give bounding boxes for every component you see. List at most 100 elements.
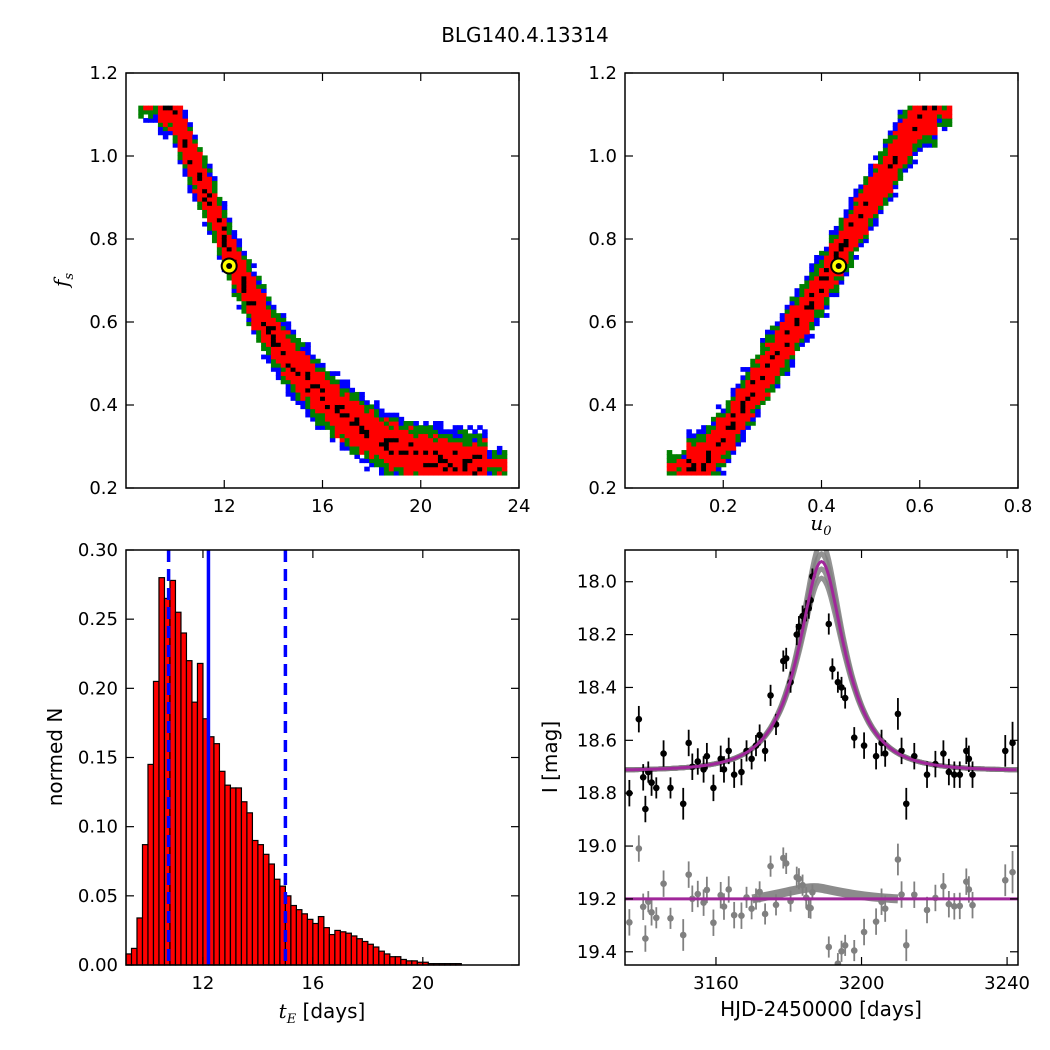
heatmap-cell — [696, 458, 702, 464]
heatmap-cell — [275, 329, 282, 335]
heatmap-cell — [838, 279, 845, 285]
heatmap-cell — [138, 105, 144, 111]
heatmap-cell — [315, 379, 321, 385]
heatmap-cell — [848, 217, 855, 223]
heatmap-cell — [378, 445, 385, 451]
heatmap-cell — [487, 458, 493, 464]
heatmap-cell — [177, 159, 184, 165]
heatmap-cell — [211, 180, 218, 186]
heatmap-cell — [202, 221, 208, 227]
heatmap-cell — [266, 296, 272, 302]
heatmap-cell — [715, 458, 722, 464]
y-tick-label: 1.0 — [588, 146, 617, 167]
heatmap-cell — [374, 416, 380, 422]
histogram-bar — [246, 812, 254, 966]
histogram-bar — [345, 932, 352, 966]
heatmap-cell — [804, 317, 810, 322]
heatmap-cell — [848, 225, 855, 231]
heatmap-cell — [334, 379, 341, 385]
heatmap-cell — [868, 201, 874, 206]
heatmap-cell — [853, 201, 859, 206]
heatmap-cell — [418, 437, 424, 443]
heatmap-cell — [912, 109, 918, 115]
heatmap-cell — [666, 462, 673, 468]
heatmap-cell — [715, 404, 722, 410]
heatmap-cell — [261, 354, 267, 360]
heatmap-cell — [388, 470, 395, 476]
heatmap-cell — [305, 350, 311, 356]
heatmap-cell — [774, 375, 781, 381]
heatmap-cell — [477, 462, 483, 468]
heatmap-cell — [295, 400, 301, 405]
heatmap-cell — [275, 362, 282, 368]
heatmap-cell — [334, 408, 341, 414]
heatmap-cell — [231, 250, 238, 256]
heatmap-cell — [187, 142, 193, 148]
heatmap-cell — [843, 209, 850, 215]
heatmap-cell — [882, 176, 889, 181]
heatmap-cell — [735, 383, 742, 389]
heatmap-cell — [774, 358, 781, 364]
heatmap-cell — [730, 400, 737, 405]
heatmap-cell — [882, 138, 889, 144]
heatmap-cell — [216, 196, 223, 202]
heatmap-cell — [388, 437, 395, 443]
heatmap-cell — [305, 354, 311, 360]
heatmap-cell — [799, 333, 805, 339]
heatmap-cell — [295, 391, 301, 397]
heatmap-cell — [922, 122, 928, 127]
histogram-bar — [185, 660, 193, 966]
heatmap-cell — [932, 126, 938, 132]
heatmap-cell — [730, 412, 737, 418]
heatmap-cell — [740, 425, 746, 430]
heatmap-cell — [755, 375, 761, 381]
heatmap-cell — [369, 450, 375, 455]
heatmap-cell — [143, 118, 149, 123]
heatmap-cell — [378, 470, 385, 476]
heatmap-cell — [241, 288, 247, 293]
heatmap-cell — [369, 408, 375, 414]
heatmap-cell — [462, 441, 469, 447]
heatmap-cell — [236, 304, 243, 310]
heatmap-cell — [706, 441, 712, 447]
y-tick-label: 0.2 — [588, 478, 617, 499]
heatmap-cell — [320, 383, 326, 389]
heatmap-cell — [364, 437, 370, 443]
heatmap-cell — [285, 342, 292, 347]
heatmap-cell — [701, 425, 707, 430]
heatmap-cell — [182, 138, 189, 144]
heatmap-cell — [295, 383, 301, 389]
heatmap-cell — [917, 130, 923, 136]
heatmap-cell — [892, 180, 899, 186]
heatmap-cell — [369, 454, 375, 459]
heatmap-cell — [226, 250, 233, 256]
heatmap-cell — [153, 113, 159, 119]
heatmap-cell — [745, 391, 751, 397]
heatmap-cell — [383, 458, 390, 464]
heatmap-cell — [774, 383, 781, 389]
heatmap-cell — [157, 109, 164, 115]
residual-point — [717, 891, 725, 899]
heatmap-cell — [809, 279, 815, 285]
heatmap-cell — [374, 400, 380, 405]
heatmap-cell — [182, 155, 189, 161]
heatmap-cell — [349, 437, 356, 443]
heatmap-cell — [285, 329, 292, 335]
heatmap-cell — [437, 445, 444, 451]
heatmap-cell — [838, 230, 845, 235]
heatmap-cell — [941, 122, 948, 127]
heatmap-cell — [290, 342, 297, 347]
heatmap-cell — [241, 300, 247, 306]
heatmap-cell — [843, 259, 850, 264]
heatmap-cell — [241, 279, 247, 285]
data-point — [841, 694, 849, 702]
heatmap-cell — [858, 205, 864, 210]
heatmap-cell — [755, 408, 761, 414]
y-tick-label: 18.8 — [577, 783, 617, 804]
heatmap-cell — [725, 454, 732, 459]
heatmap-cell — [192, 167, 198, 173]
heatmap-cell — [686, 441, 692, 447]
heatmap-cell — [760, 396, 766, 401]
heatmap-cell — [226, 234, 233, 239]
heatmap-cell — [383, 454, 390, 459]
